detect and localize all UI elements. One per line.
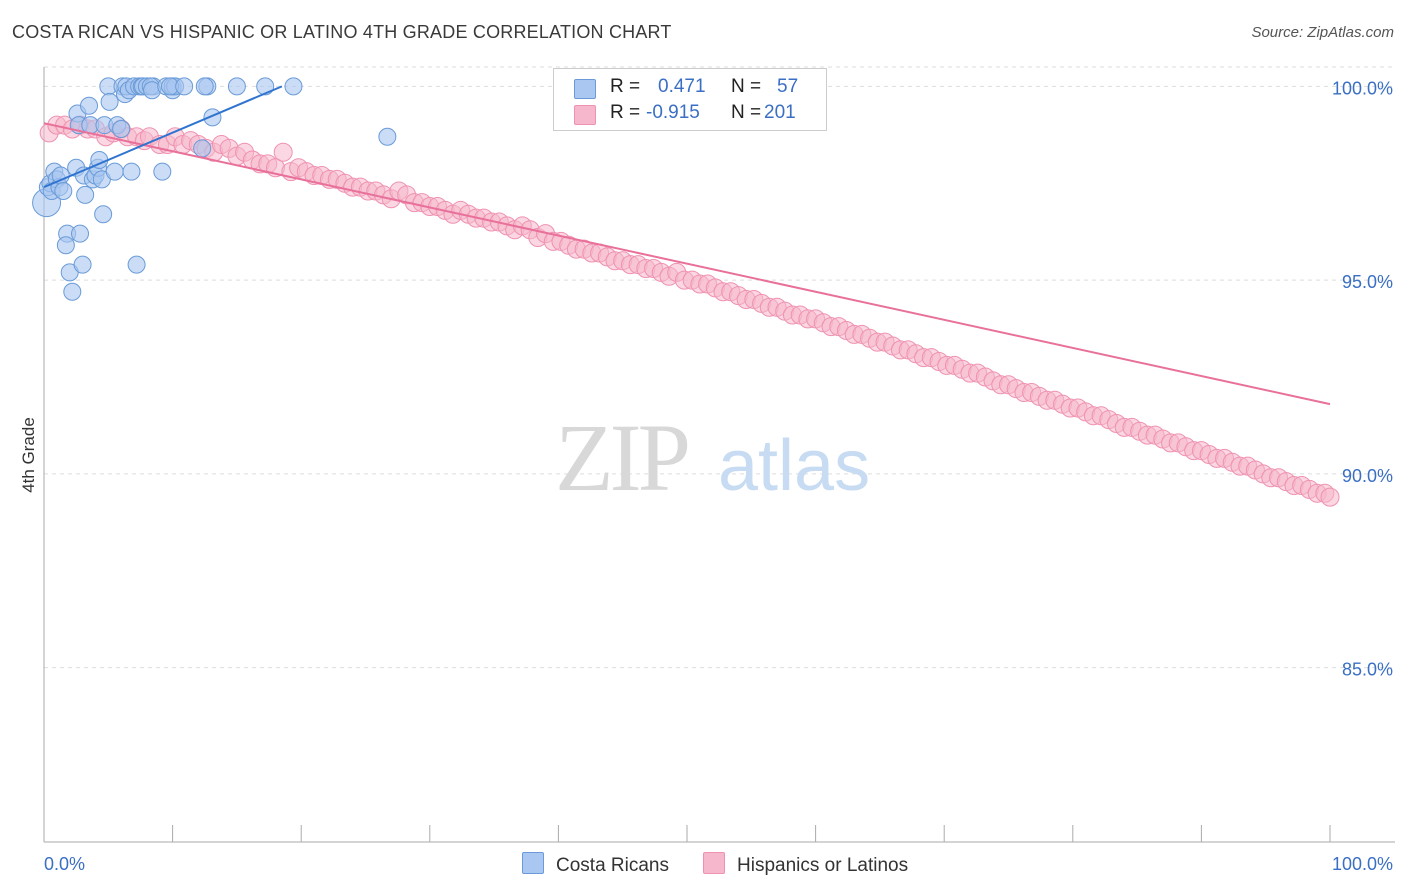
- costa-rican-point: [378, 127, 397, 146]
- watermark-atlas: atlas: [718, 426, 870, 506]
- costa-rican-point: [71, 224, 90, 243]
- costa-rican-point: [56, 236, 75, 255]
- costa-rican-point: [76, 185, 95, 204]
- legend-costa-ricans-label: Costa Ricans: [556, 855, 669, 876]
- hispanic-point: [1320, 487, 1340, 507]
- legend-r-label: R =: [610, 102, 641, 123]
- costa-rican-point: [105, 162, 124, 181]
- watermark: ZIP atlas: [555, 404, 870, 511]
- costa-rican-point: [80, 96, 99, 115]
- costa-rican-point: [153, 162, 172, 181]
- costa-rican-point: [193, 139, 212, 158]
- costa-rican-point: [73, 255, 92, 274]
- costa-rican-point: [284, 77, 303, 96]
- costa-rican-point: [227, 77, 246, 96]
- costa-rican-trend-line: [43, 85, 283, 189]
- costa-rican-point: [51, 166, 70, 185]
- tick-labels: 100.0% 95.0% 90.0% 85.0% 0.0% 100.0%: [44, 78, 1393, 874]
- legend-swatch-blue: [574, 79, 596, 99]
- costa-rican-point: [175, 77, 194, 96]
- costa-rican-point: [112, 120, 131, 138]
- trend-lines: [43, 85, 1331, 406]
- hispanic-point: [273, 142, 293, 162]
- costa-rican-point: [122, 162, 141, 181]
- y-tick-label: 85.0%: [1342, 660, 1393, 680]
- costa-rican-point: [63, 282, 82, 301]
- correlation-legend: R = 0.471 N = 57 R = -0.915 N = 201: [553, 68, 827, 131]
- x-tick-label: 0.0%: [44, 854, 85, 874]
- chart-title: COSTA RICAN VS HISPANIC OR LATINO 4TH GR…: [12, 22, 672, 42]
- y-tick-label: 100.0%: [1332, 78, 1393, 98]
- legend-n-label: N =: [731, 102, 762, 123]
- costa-rican-point: [127, 255, 146, 274]
- y-tick-label: 95.0%: [1342, 272, 1393, 292]
- legend-r-value: 0.471: [658, 76, 706, 97]
- legend-costa-ricans: Costa Ricans: [522, 852, 669, 877]
- hispanic-trend-line: [43, 122, 1331, 406]
- pink-series: [39, 115, 1340, 507]
- legend-swatch-pink: [574, 105, 596, 125]
- costa-rican-point: [94, 205, 113, 224]
- legend-hispanics-label: Hispanics or Latinos: [737, 855, 909, 876]
- legend-r-value: -0.915: [646, 102, 700, 123]
- costa-rican-point: [100, 92, 119, 111]
- legend-n-value: 57: [777, 76, 799, 97]
- legend-r-label: R =: [610, 76, 641, 97]
- chart-source: Source: ZipAtlas.com: [1251, 24, 1394, 41]
- bottom-swatch-blue: [522, 852, 544, 874]
- legend-n-label: N =: [731, 76, 762, 97]
- legend-n-value: 201: [764, 102, 796, 123]
- costa-rican-point: [195, 77, 214, 96]
- x-tick-label: 100.0%: [1332, 854, 1393, 874]
- costa-rican-point: [256, 77, 275, 96]
- legend-hispanics: Hispanics or Latinos: [703, 852, 908, 877]
- y-tick-label: 90.0%: [1342, 466, 1393, 486]
- costa-rican-point: [54, 182, 73, 200]
- bottom-swatch-pink: [703, 852, 725, 874]
- watermark-zip: ZIP: [555, 404, 688, 511]
